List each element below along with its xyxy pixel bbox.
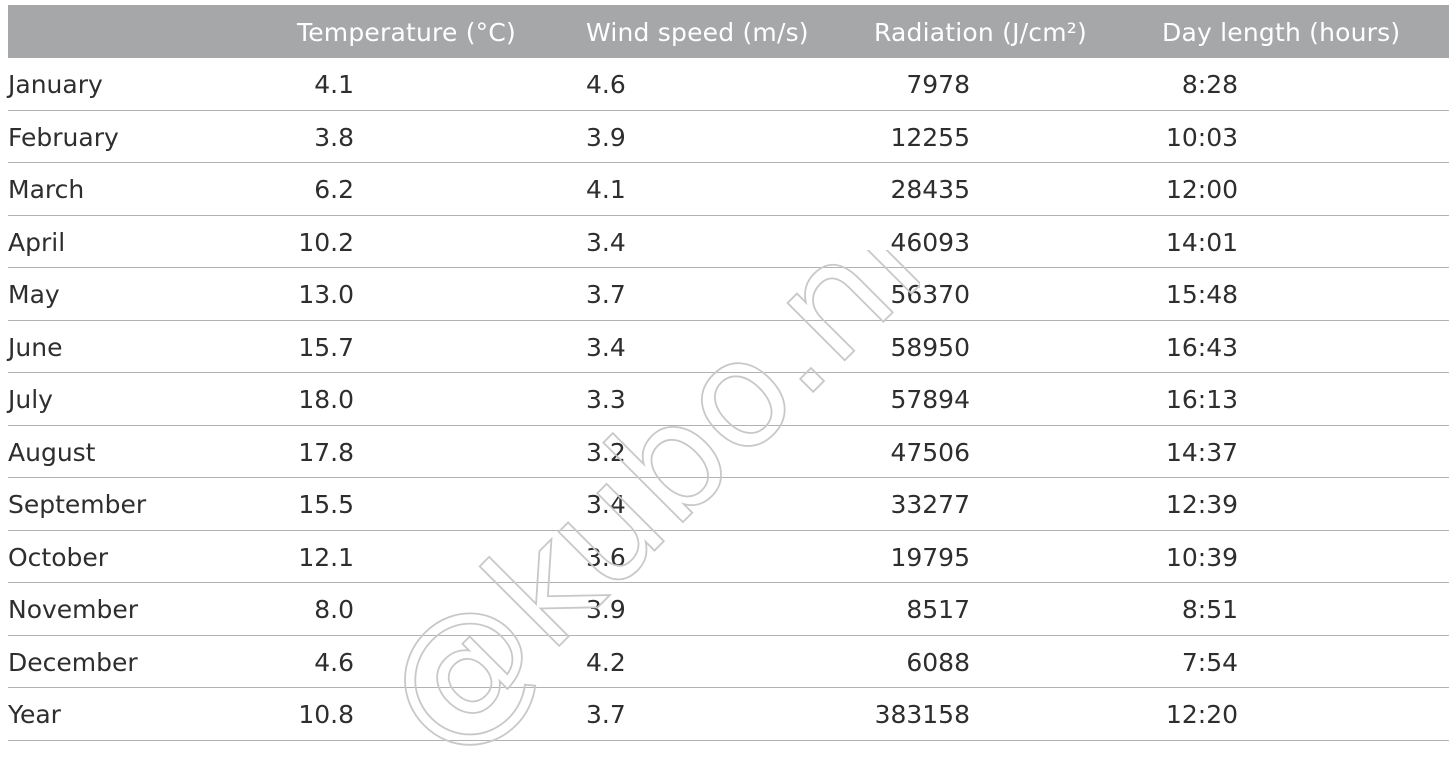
cell-month: February	[8, 122, 119, 152]
table-row: July 18.0 3.3 57894 16:13	[8, 373, 1449, 426]
cell-day-length: 14:37	[1165, 437, 1238, 467]
cell-month: May	[8, 280, 60, 309]
cell-radiation: 47506	[890, 437, 970, 467]
cell-month: April	[8, 227, 66, 257]
cell-radiation: 28435	[890, 175, 970, 204]
cell-wind-speed: 4.6	[586, 70, 626, 99]
cell-day-length: 8:28	[1181, 70, 1238, 99]
cell-day-length: 12:00	[1165, 175, 1238, 204]
cell-wind-speed: 4.1	[586, 175, 626, 204]
cell-temperature: 15.5	[298, 490, 354, 519]
table-row: October 12.1 3.6 19795 10:39	[8, 531, 1449, 583]
cell-day-length: 16:43	[1165, 332, 1238, 362]
cell-day-length: 16:13	[1165, 385, 1238, 414]
table-row: January 4.1 4.6 7978 8:28	[8, 58, 1449, 111]
cell-radiation: 33277	[890, 490, 970, 519]
cell-temperature: 8.0	[314, 595, 354, 624]
cell-temperature: 12.1	[298, 542, 354, 572]
cell-temperature: 18.0	[298, 385, 354, 414]
table-body: January 4.1 4.6 7978 8:28 February 3.8 3.9 12255…	[8, 58, 1449, 741]
cell-day-length: 15:48	[1165, 280, 1238, 309]
cell-radiation: 58950	[890, 332, 970, 362]
cell-month: November	[8, 595, 139, 624]
cell-temperature: 4.1	[314, 70, 354, 99]
table-header: Temperature (°C) Wind speed (m/s) Radiat…	[8, 5, 1449, 58]
cell-radiation: 46093	[890, 227, 970, 257]
header-wind-speed: Wind speed (m/s)	[586, 18, 809, 47]
cell-temperature: 13.0	[298, 280, 354, 309]
table-row: February 3.8 3.9 12255 10:03	[8, 111, 1449, 163]
cell-temperature: 15.7	[298, 332, 354, 362]
cell-day-length: 10:03	[1165, 122, 1238, 152]
cell-temperature: 4.6	[314, 647, 354, 677]
cell-month: Year	[8, 700, 61, 729]
climate-table: Temperature (°C) Wind speed (m/s) Radiat…	[8, 5, 1449, 741]
cell-radiation: 8517	[906, 595, 970, 624]
table-row: Year 10.8 3.7 383158 12:20	[8, 688, 1449, 741]
cell-temperature: 10.8	[298, 700, 354, 729]
cell-wind-speed: 3.9	[586, 122, 626, 152]
cell-radiation: 19795	[890, 542, 970, 572]
table-row: May 13.0 3.7 56370 15:48	[8, 268, 1449, 321]
cell-wind-speed: 3.2	[586, 437, 626, 467]
cell-month: March	[8, 175, 85, 204]
cell-wind-speed: 3.4	[586, 227, 626, 257]
cell-month: October	[8, 542, 109, 572]
cell-month: June	[8, 332, 63, 362]
cell-month: September	[8, 490, 147, 519]
cell-wind-speed: 3.7	[586, 280, 626, 309]
cell-month: July	[8, 385, 53, 414]
cell-wind-speed: 3.4	[586, 332, 626, 362]
table-row: August 17.8 3.2 47506 14:37	[8, 426, 1449, 478]
cell-wind-speed: 4.2	[586, 647, 626, 677]
cell-radiation: 57894	[890, 385, 970, 414]
cell-temperature: 3.8	[314, 122, 354, 152]
cell-temperature: 17.8	[298, 437, 354, 467]
cell-radiation: 12255	[890, 122, 970, 152]
cell-radiation: 56370	[890, 280, 970, 309]
cell-day-length: 7:54	[1181, 647, 1238, 677]
table-row: April 10.2 3.4 46093 14:01	[8, 216, 1449, 268]
cell-wind-speed: 3.3	[586, 385, 626, 414]
header-radiation: Radiation (J/cm²)	[874, 18, 1087, 47]
table-row: September 15.5 3.4 33277 12:39	[8, 478, 1449, 531]
cell-day-length: 10:39	[1165, 542, 1238, 572]
header-temperature: Temperature (°C)	[297, 18, 516, 47]
cell-day-length: 12:20	[1165, 700, 1238, 729]
header-day-length: Day length (hours)	[1162, 18, 1401, 47]
cell-radiation: 383158	[874, 700, 970, 729]
cell-day-length: 14:01	[1165, 227, 1238, 257]
cell-wind-speed: 3.7	[586, 700, 626, 729]
table-row: March 6.2 4.1 28435 12:00	[8, 163, 1449, 216]
cell-wind-speed: 3.9	[586, 595, 626, 624]
cell-month: August	[8, 437, 96, 467]
cell-wind-speed: 3.4	[586, 490, 626, 519]
table-row: December 4.6 4.2 6088 7:54	[8, 636, 1449, 688]
table-row: June 15.7 3.4 58950 16:43	[8, 321, 1449, 373]
cell-radiation: 6088	[906, 647, 970, 677]
cell-temperature: 10.2	[298, 227, 354, 257]
cell-temperature: 6.2	[314, 175, 354, 204]
cell-wind-speed: 3.6	[586, 542, 626, 572]
table-row: November 8.0 3.9 8517 8:51	[8, 583, 1449, 636]
cell-month: December	[8, 647, 138, 677]
cell-day-length: 12:39	[1165, 490, 1238, 519]
cell-day-length: 8:51	[1181, 595, 1238, 624]
cell-radiation: 7978	[906, 70, 970, 99]
cell-month: January	[8, 70, 103, 99]
